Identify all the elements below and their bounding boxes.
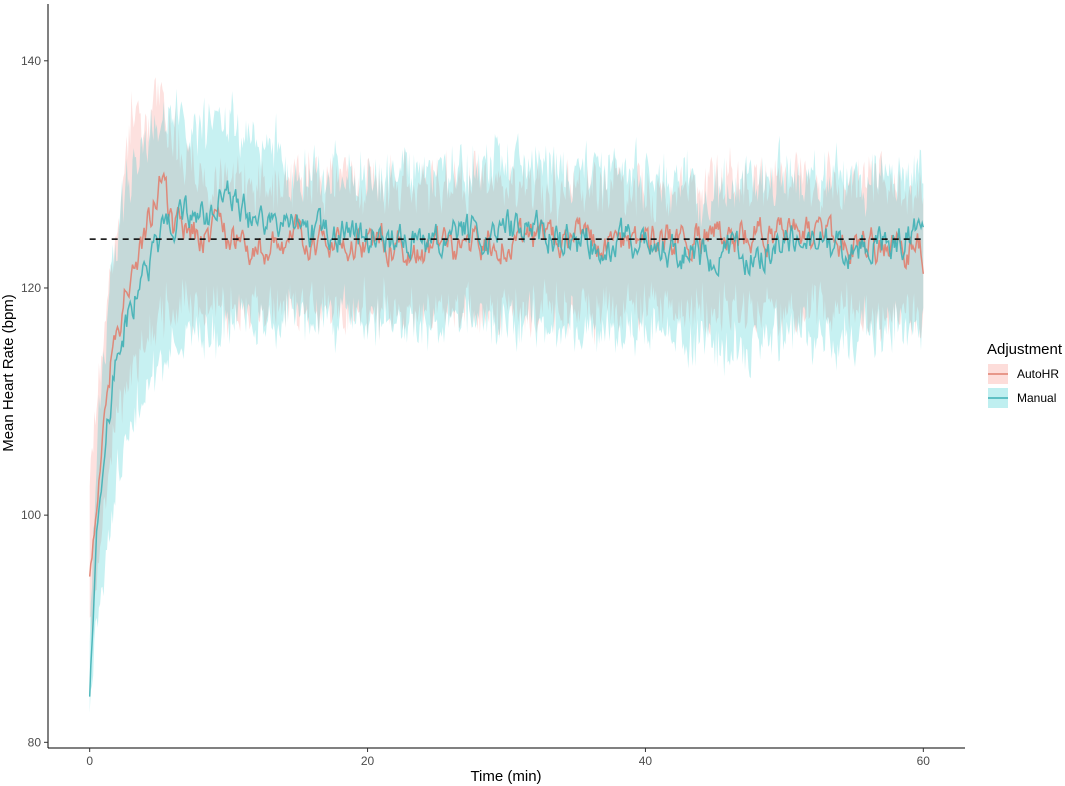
legend: Adjustment AutoHR Manual bbox=[987, 341, 1063, 408]
x-axis-title: Time (min) bbox=[470, 768, 541, 785]
x-tick-label: 20 bbox=[361, 754, 375, 768]
y-tick-label: 80 bbox=[28, 735, 42, 749]
band-manual bbox=[89, 88, 924, 714]
x-tick-label: 0 bbox=[86, 754, 93, 768]
x-tick-label: 40 bbox=[639, 754, 653, 768]
y-tick-label: 100 bbox=[21, 508, 41, 522]
confidence-bands bbox=[89, 77, 924, 714]
x-tick-label: 60 bbox=[917, 754, 931, 768]
legend-label-autohr: AutoHR bbox=[1017, 367, 1059, 381]
series-lines bbox=[88, 171, 925, 697]
y-axis-title: Mean Heart Rate (bpm) bbox=[0, 294, 17, 452]
legend-label-manual: Manual bbox=[1017, 391, 1056, 405]
axes bbox=[44, 4, 965, 752]
tick-labels: 0 20 40 60 80 100 120 140 bbox=[21, 54, 930, 768]
legend-title: Adjustment bbox=[987, 341, 1063, 358]
series-line-manual bbox=[88, 180, 925, 697]
y-tick-label: 140 bbox=[21, 54, 41, 68]
y-tick-label: 120 bbox=[21, 281, 41, 295]
